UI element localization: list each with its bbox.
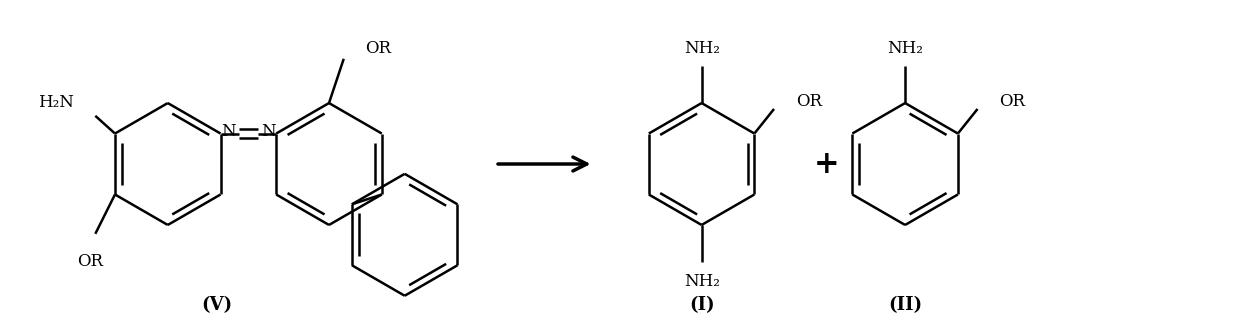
Text: OR: OR: [999, 92, 1025, 110]
Text: OR: OR: [77, 253, 103, 270]
Text: (I): (I): [688, 295, 714, 314]
Text: +: +: [813, 148, 839, 180]
Text: (V): (V): [201, 295, 232, 314]
Text: (II): (II): [888, 295, 923, 314]
Text: NH₂: NH₂: [683, 40, 719, 58]
Text: H₂N: H₂N: [37, 94, 73, 111]
Text: N: N: [222, 123, 236, 140]
Text: OR: OR: [366, 40, 392, 58]
Text: N: N: [260, 123, 275, 140]
Text: OR: OR: [796, 92, 822, 110]
Text: NH₂: NH₂: [683, 273, 719, 291]
Text: NH₂: NH₂: [887, 40, 923, 58]
